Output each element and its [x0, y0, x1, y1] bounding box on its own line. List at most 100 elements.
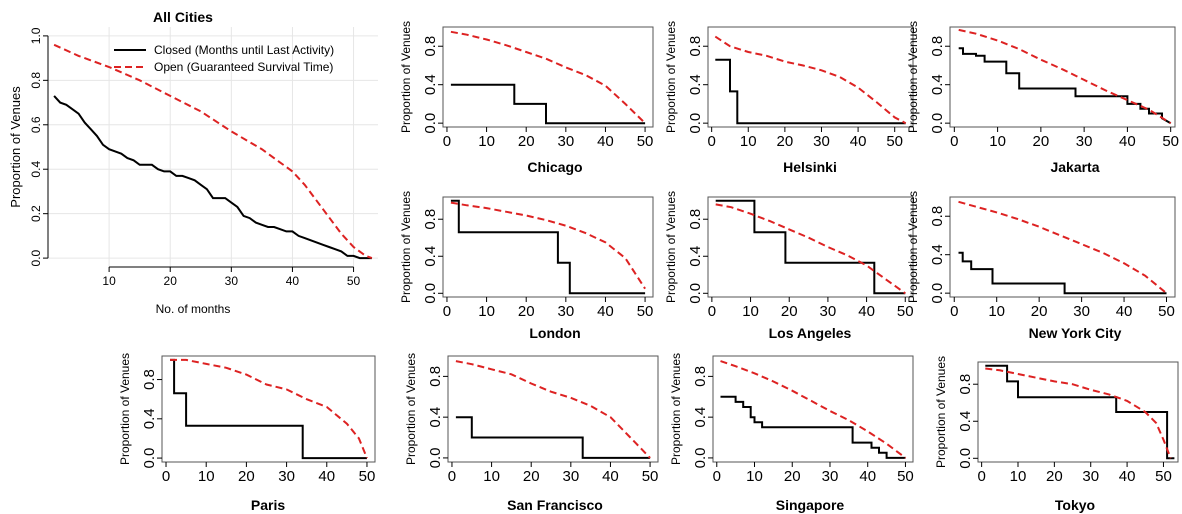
chart-panel-singapore: 0.0 0.4 0.8 0 10 20 30 40 50 Proportion of Venues…: [669, 353, 914, 513]
y-tick-label: 0.4: [422, 246, 439, 267]
y-tick-label: 0.4: [422, 74, 439, 95]
y-tick-label: 0.0: [692, 447, 709, 468]
x-tick-label: 10: [989, 133, 1006, 150]
x-tick-label: 40: [858, 303, 875, 320]
series-line-open: [715, 203, 906, 295]
series-line-open: [455, 360, 651, 459]
y-tick-label: 0.4: [687, 246, 704, 267]
x-tick-label: 50: [886, 133, 903, 150]
x-tick-label: 30: [557, 303, 574, 320]
y-tick-label: 0.0: [929, 113, 946, 134]
y-tick-label: 0.4: [692, 407, 709, 428]
x-tick-label: 20: [777, 133, 794, 150]
x-tick-label: 0: [448, 468, 456, 485]
y-tick-label: 0.0: [687, 283, 704, 304]
x-tick-label: 40: [597, 133, 614, 150]
y-axis-label: Proportion of Venues: [8, 86, 23, 208]
chart-panel-paris: 0.0 0.4 0.8 0 10 20 30 40 50 Proportion of Venues…: [118, 353, 376, 513]
chart-title: Jakarta: [1050, 159, 1099, 175]
y-tick-label: 0.8: [687, 209, 704, 230]
y-tick-label: 0.0: [427, 447, 444, 468]
x-tick-label: 10: [746, 468, 763, 485]
x-tick-label: 30: [562, 468, 579, 485]
chart-title: Helsinki: [783, 159, 837, 175]
chart-title: Tokyo: [1055, 497, 1095, 513]
series-line-closed: [170, 358, 367, 460]
x-tick-label: 50: [637, 133, 654, 150]
x-tick-label: 30: [1082, 468, 1099, 485]
series-line-open: [53, 43, 373, 260]
x-tick-label: 0: [708, 303, 716, 320]
x-tick-label: 50: [1155, 468, 1172, 485]
x-tick-label: 0: [707, 133, 715, 150]
chart-title: Singapore: [776, 497, 845, 513]
plot-frame: [707, 26, 914, 128]
x-tick-label: 20: [238, 468, 255, 485]
chart-title: New York City: [1029, 325, 1122, 341]
chart-title: Paris: [251, 497, 285, 513]
x-tick-label: 10: [198, 468, 215, 485]
series-line-open: [714, 35, 907, 125]
y-tick-label: 0.4: [687, 74, 704, 95]
chart-panel-all-cities: 0.0 0.2 0.4 0.6 0.8 1.0 10 20 30 40 50 Proportion o…: [8, 9, 378, 316]
series-line-open: [170, 358, 368, 459]
x-tick-label: 40: [597, 303, 614, 320]
y-tick-label: 0.0: [929, 283, 946, 304]
y-axis-label: Proportion of Venues: [669, 353, 683, 465]
x-tick-label: 30: [822, 468, 839, 485]
y-tick-label: 0.8: [427, 366, 444, 387]
y-tick-label: 0.4: [929, 74, 946, 95]
legend-label: Open (Guaranteed Survival Time): [154, 60, 333, 74]
chart-title: Los Angeles: [769, 325, 852, 341]
chart-title: Chicago: [527, 159, 582, 175]
plot-frame: [442, 26, 654, 128]
series-line-closed: [958, 251, 1167, 295]
x-tick-label: 0: [950, 303, 958, 320]
y-tick-label: 0.4: [29, 161, 43, 178]
chart-title: San Francisco: [507, 497, 603, 513]
y-tick-label: 0.0: [422, 113, 439, 134]
y-tick-label: 0.8: [929, 206, 946, 227]
plot-frame: [712, 355, 914, 463]
y-tick-label: 0.0: [957, 448, 974, 469]
series-line-open: [450, 30, 646, 124]
y-tick-label: 0.8: [422, 209, 439, 230]
legend-label: Closed (Months until Last Activity): [154, 43, 334, 57]
x-tick-label: 50: [347, 274, 361, 288]
series-line-closed: [715, 58, 906, 125]
plot-frame: [447, 355, 659, 463]
x-tick-label: 50: [897, 468, 914, 485]
x-tick-label: 40: [859, 468, 876, 485]
series-line-closed: [985, 364, 1175, 460]
y-axis-label: Proportion of Venues: [664, 21, 678, 133]
x-tick-label: 40: [602, 468, 619, 485]
series-line-closed: [53, 95, 372, 260]
y-axis-label: Proportion of Venues: [118, 353, 132, 465]
x-tick-label: 50: [1162, 133, 1179, 150]
y-tick-label: 0.0: [422, 283, 439, 304]
plot-frame: [977, 361, 1179, 463]
x-tick-label: 0: [443, 133, 451, 150]
x-tick-label: 30: [1076, 133, 1093, 150]
x-tick-label: 50: [642, 468, 659, 485]
x-tick-label: 30: [278, 468, 295, 485]
x-tick-label: 20: [518, 303, 535, 320]
x-tick-label: 20: [1031, 303, 1048, 320]
series-line-open: [958, 28, 1172, 125]
x-tick-label: 0: [950, 133, 958, 150]
series-line-closed: [450, 199, 646, 295]
series-line-closed: [720, 395, 906, 459]
x-tick-label: 10: [478, 303, 495, 320]
y-axis-label: Proportion of Venues: [404, 353, 418, 465]
x-tick-label: 10: [742, 303, 759, 320]
y-axis-label: Proportion of Venues: [906, 21, 920, 133]
y-tick-label: 0.8: [929, 36, 946, 57]
x-tick-label: 20: [1033, 133, 1050, 150]
series-line-open: [985, 367, 1172, 459]
plot-frame: [949, 26, 1176, 128]
chart-panel-new-york-city: 0.0 0.4 0.8 0 10 20 30 40 50 Proportion of Venues…: [906, 191, 1176, 341]
x-tick-label: 10: [102, 274, 116, 288]
series-line-closed: [455, 416, 651, 459]
x-tick-label: 10: [483, 468, 500, 485]
x-tick-label: 0: [977, 468, 985, 485]
